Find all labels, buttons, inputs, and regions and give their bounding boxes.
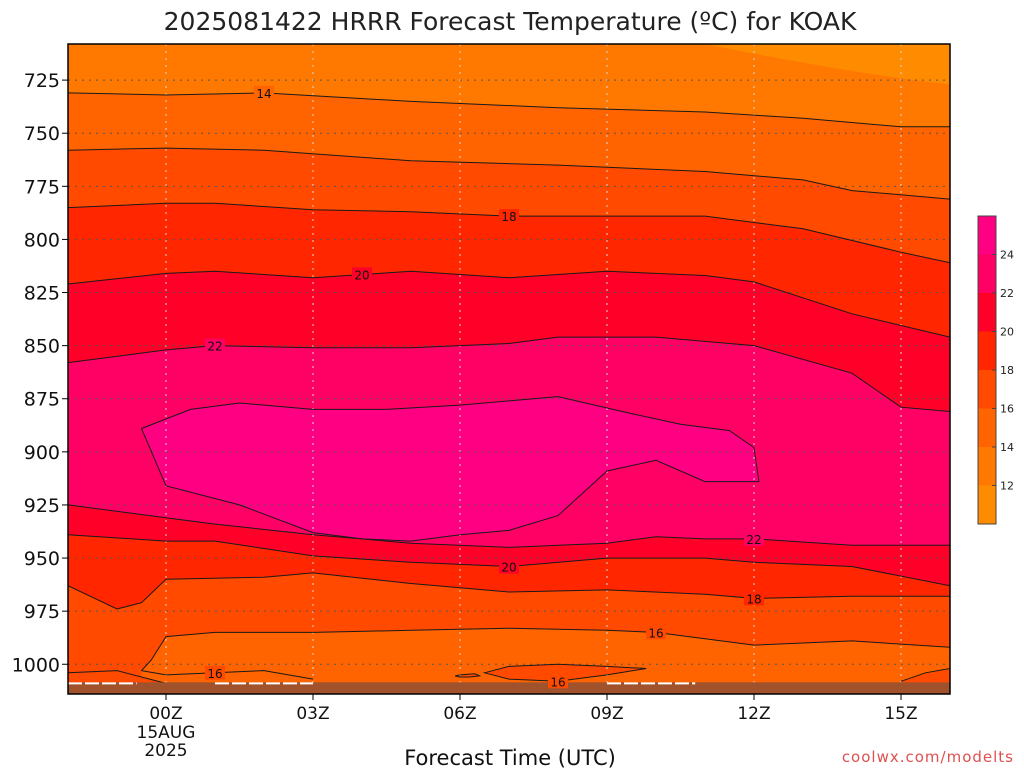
contour-label-bg xyxy=(499,209,519,224)
contour-line-16 xyxy=(454,673,482,678)
band-fill-18-20 xyxy=(68,203,950,338)
contour-label-bg xyxy=(744,591,764,606)
band-fill-10-12 xyxy=(705,44,950,85)
contour-label-bg xyxy=(352,267,372,282)
colorbar-tick-label: 24 xyxy=(1000,249,1014,262)
contour-label: 20 xyxy=(354,268,369,282)
y-tick-label: 825 xyxy=(24,283,60,305)
credit-link[interactable]: coolwx.com/modelts xyxy=(842,748,1014,766)
x-tick-label: 00Z xyxy=(149,704,182,724)
colorbar-swatch xyxy=(978,293,996,332)
contour-line-16 xyxy=(141,627,950,671)
contour-label: 16 xyxy=(550,675,565,689)
y-tick-label: 900 xyxy=(24,442,60,464)
chart-title: 2025081422 HRRR Forecast Temperature (ºC… xyxy=(164,7,857,36)
contour-line-14 xyxy=(68,92,950,128)
colorbar-swatch xyxy=(978,447,996,486)
y-tick-label: 850 xyxy=(24,336,60,358)
x-tick-label: 06Z xyxy=(443,704,476,724)
x-tick-label: 03Z xyxy=(296,704,329,724)
band-fill-12-14 xyxy=(68,44,950,127)
y-axis: 725 750 775 800 825 850 875 900 925 950 975 1000 xyxy=(12,70,68,676)
colorbar-swatch xyxy=(978,331,996,370)
band-fill-20-22 xyxy=(68,271,950,412)
x-tick-label: 15Z xyxy=(884,704,917,724)
x-tick-label: 09Z xyxy=(590,704,623,724)
contour-label: 14 xyxy=(256,87,271,101)
y-tick-label: 975 xyxy=(24,601,60,623)
contour-label-bg xyxy=(205,665,225,680)
y-tick-label: 875 xyxy=(24,389,60,411)
contour-label: 16 xyxy=(207,667,222,681)
x-tick-sublabel: 15AUG xyxy=(137,723,196,743)
x-tick-label: 12Z xyxy=(737,704,770,724)
core-fill-24-26 xyxy=(141,396,759,542)
contour-label-bg xyxy=(744,531,764,546)
colorbar-swatch xyxy=(978,254,996,293)
contour-label-bg xyxy=(548,674,568,689)
y-tick-label: 750 xyxy=(24,123,60,145)
contour-line-20 xyxy=(68,270,950,338)
contour-label: 20 xyxy=(501,561,516,575)
ground-surface xyxy=(68,682,950,694)
island-fill-16-18 xyxy=(484,664,647,682)
contour-line-16 xyxy=(482,663,647,682)
contour-label-bg xyxy=(205,338,225,353)
y-tick-label: 725 xyxy=(24,70,60,92)
y-tick-label: 1000 xyxy=(12,654,60,676)
colorbar-swatch xyxy=(978,408,996,447)
colorbar-tick-label: 14 xyxy=(1000,441,1014,454)
x-tick-sublabel: 2025 xyxy=(144,741,187,761)
contour-line-22 xyxy=(68,504,950,548)
plot-area: 14 18 20 22 22 20 18 16 16 16 xyxy=(67,43,951,695)
contour-label: 16 xyxy=(648,626,663,640)
y-tick-label: 775 xyxy=(24,176,60,198)
contour-label-bg xyxy=(499,559,519,574)
colorbar-swatch xyxy=(978,216,996,255)
contour-label: 22 xyxy=(207,340,222,354)
y-tick-label: 925 xyxy=(24,495,60,517)
colorbar-tick-label: 12 xyxy=(1000,480,1014,493)
plot-frame xyxy=(67,43,951,695)
x-axis-label: Forecast Time (UTC) xyxy=(404,746,616,768)
contour-label: 18 xyxy=(746,592,761,606)
y-tick-label: 800 xyxy=(24,229,60,251)
contour-line-16 xyxy=(68,147,950,200)
colorbar-tick-label: 22 xyxy=(1000,287,1014,300)
colorbar-tick-label: 18 xyxy=(1000,364,1014,377)
contour-label-bg xyxy=(254,85,274,100)
contour-line-16 xyxy=(68,670,167,684)
y-tick-label: 950 xyxy=(24,548,60,570)
colorbar-swatch xyxy=(978,370,996,409)
contour-label: 22 xyxy=(746,533,761,547)
colorbar-tick-label: 16 xyxy=(1000,403,1014,416)
contour-label-bg xyxy=(646,625,666,640)
contour-line-16 xyxy=(900,668,950,682)
colorbar: 12 14 16 18 20 22 24 xyxy=(977,215,1014,525)
band-fill-16-18 xyxy=(68,148,950,263)
colorbar-tick-label: 20 xyxy=(1000,326,1014,339)
colorbar-swatch xyxy=(978,485,996,524)
contour-label: 18 xyxy=(501,210,516,224)
